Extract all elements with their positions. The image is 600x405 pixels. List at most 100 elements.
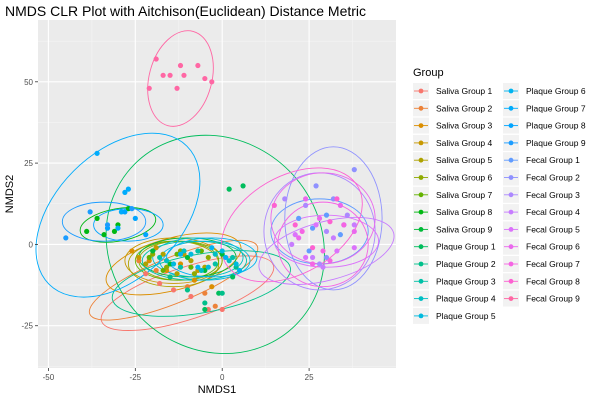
data-point xyxy=(198,267,204,274)
data-point xyxy=(303,196,309,202)
group-ellipse xyxy=(105,134,325,355)
data-point xyxy=(184,287,191,293)
group-ellipse xyxy=(220,167,363,283)
data-point xyxy=(143,261,149,267)
legend-label: Plaque Group 1 xyxy=(436,242,496,252)
data-point xyxy=(271,202,277,208)
legend-item: Plaque Group 7 xyxy=(503,100,586,117)
legend-item: Fecal Group 1 xyxy=(503,152,580,169)
data-point xyxy=(316,261,323,267)
data-point xyxy=(351,222,357,228)
legend-title: Group xyxy=(413,67,444,79)
legend-key-point xyxy=(508,227,514,232)
data-point xyxy=(292,232,298,238)
y-tick-label: 25 xyxy=(24,159,33,168)
data-point xyxy=(330,235,337,241)
legend-item: Saliva Group 3 xyxy=(413,117,492,134)
data-point xyxy=(87,209,93,215)
legend-item: Plaque Group 9 xyxy=(503,134,586,151)
data-point xyxy=(205,254,211,261)
legend-item: Saliva Group 4 xyxy=(413,134,492,151)
data-point xyxy=(337,232,343,238)
data-point xyxy=(223,254,229,261)
y-tick-label: -25 xyxy=(21,322,33,331)
data-point xyxy=(191,271,198,277)
legend-key-point xyxy=(508,278,514,284)
legend-label: Fecal Group 1 xyxy=(526,155,580,165)
legend-label: Saliva Group 2 xyxy=(436,103,492,113)
legend-key-point xyxy=(418,88,424,94)
legend-item: Plaque Group 1 xyxy=(413,238,496,255)
legend-item: Fecal Group 6 xyxy=(503,238,580,255)
legend-key-point xyxy=(418,140,424,146)
data-point xyxy=(303,254,309,261)
legend-key-point xyxy=(508,192,514,198)
data-point xyxy=(351,245,357,251)
legend-label: Plaque Group 9 xyxy=(526,138,586,148)
data-point xyxy=(63,235,69,241)
legend-key-point xyxy=(418,227,424,232)
data-point xyxy=(153,56,159,62)
data-point xyxy=(296,215,302,221)
data-point xyxy=(174,85,180,91)
legend-key-point xyxy=(418,313,424,319)
x-tick-label: -50 xyxy=(43,373,55,382)
data-point xyxy=(122,189,128,195)
legend-key-point xyxy=(508,140,514,146)
legend-item: Fecal Group 7 xyxy=(503,256,580,272)
data-point xyxy=(282,196,288,202)
legend-item: Saliva Group 6 xyxy=(413,169,492,186)
legend-item: Fecal Group 9 xyxy=(503,290,580,307)
data-point xyxy=(344,212,350,218)
legend-key-point xyxy=(418,261,424,267)
data-point xyxy=(177,62,184,69)
y-tick-label: 0 xyxy=(29,240,34,249)
data-point xyxy=(181,248,187,254)
data-point xyxy=(170,261,177,267)
group-ellipse xyxy=(166,237,258,278)
data-point xyxy=(219,306,225,313)
data-point xyxy=(150,248,156,254)
data-point xyxy=(188,258,194,264)
legend-item: Plaque Group 8 xyxy=(503,117,586,134)
data-point xyxy=(309,254,316,261)
data-point xyxy=(181,72,187,78)
legend-item: Fecal Group 5 xyxy=(503,221,580,238)
group-ellipse xyxy=(270,172,376,265)
data-point xyxy=(230,254,236,261)
data-point xyxy=(104,222,111,228)
legend-item: Saliva Group 8 xyxy=(413,204,492,221)
data-point xyxy=(177,264,184,270)
data-point xyxy=(212,303,218,309)
legend-item: Fecal Group 4 xyxy=(503,204,580,221)
data-point xyxy=(160,267,166,274)
legend-label: Plaque Group 7 xyxy=(526,103,586,113)
data-point xyxy=(205,264,211,270)
legend-item: Saliva Group 5 xyxy=(413,152,492,169)
data-point xyxy=(212,261,218,267)
group-ellipse xyxy=(284,146,383,291)
data-point xyxy=(323,254,330,261)
data-point xyxy=(296,235,302,241)
legend-key-point xyxy=(508,209,514,215)
data-point xyxy=(303,202,309,208)
data-point xyxy=(188,264,194,270)
data-point xyxy=(299,228,305,235)
legend-key-point xyxy=(508,123,514,128)
y-axis-label: NMDS2 xyxy=(4,175,16,214)
legend-key-point xyxy=(508,105,514,111)
x-axis-label: NMDS1 xyxy=(198,384,237,396)
legend-key-point xyxy=(418,192,424,198)
legend-key-point xyxy=(418,105,424,111)
x-axis-ticks: -50 -25 0 25 xyxy=(43,368,314,382)
legend-item: Plaque Group 6 xyxy=(503,83,586,99)
x-tick-label: -25 xyxy=(130,373,142,382)
data-point xyxy=(157,254,163,261)
group-ellipse xyxy=(258,216,395,285)
data-point xyxy=(240,183,246,189)
data-point xyxy=(289,241,295,248)
data-point xyxy=(195,248,201,254)
data-point xyxy=(143,271,149,277)
